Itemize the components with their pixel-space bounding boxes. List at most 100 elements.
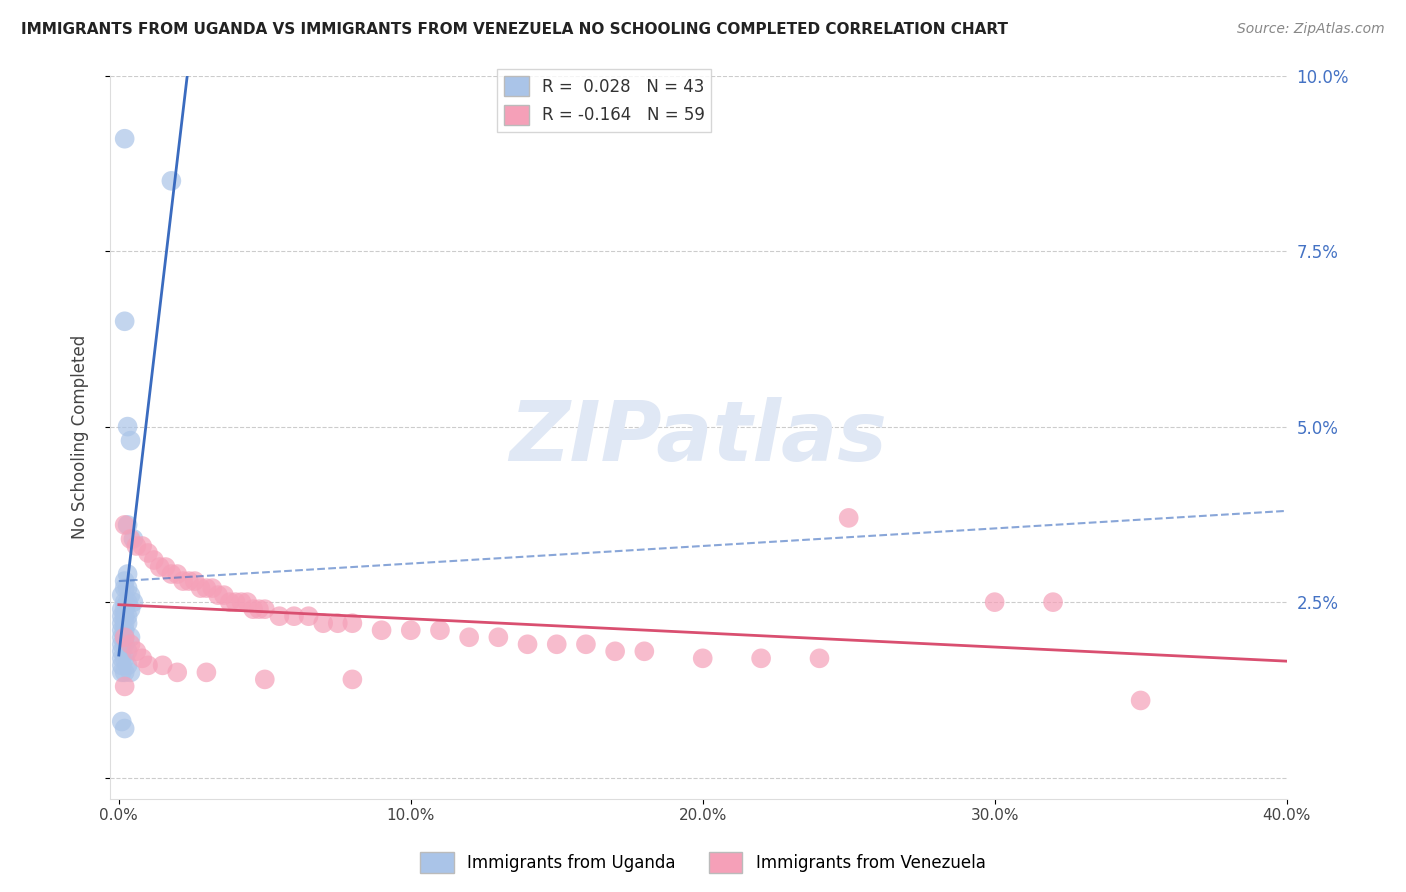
Point bbox=[114, 651, 136, 665]
Point bbox=[172, 574, 194, 588]
Point bbox=[131, 539, 153, 553]
Point bbox=[111, 602, 134, 616]
Point bbox=[114, 630, 136, 644]
Point bbox=[120, 630, 142, 644]
Point bbox=[190, 581, 212, 595]
Point bbox=[120, 588, 142, 602]
Point bbox=[125, 644, 148, 658]
Point bbox=[120, 532, 142, 546]
Point bbox=[429, 624, 451, 638]
Text: Source: ZipAtlas.com: Source: ZipAtlas.com bbox=[1237, 22, 1385, 37]
Point bbox=[114, 132, 136, 146]
Point bbox=[247, 602, 270, 616]
Point bbox=[1129, 693, 1152, 707]
Point bbox=[114, 314, 136, 328]
Point bbox=[184, 574, 207, 588]
Point bbox=[117, 581, 139, 595]
Point bbox=[117, 517, 139, 532]
Point bbox=[458, 630, 481, 644]
Point bbox=[114, 609, 136, 624]
Point bbox=[125, 539, 148, 553]
Point bbox=[111, 714, 134, 729]
Point bbox=[111, 651, 134, 665]
Point bbox=[486, 630, 509, 644]
Point bbox=[114, 574, 136, 588]
Point bbox=[114, 624, 136, 638]
Text: ZIPatlas: ZIPatlas bbox=[509, 397, 887, 477]
Point bbox=[117, 609, 139, 624]
Point bbox=[111, 637, 134, 651]
Point bbox=[297, 609, 319, 624]
Point bbox=[195, 581, 218, 595]
Point bbox=[114, 665, 136, 680]
Point bbox=[117, 658, 139, 673]
Point bbox=[122, 595, 145, 609]
Point bbox=[808, 651, 831, 665]
Point bbox=[117, 616, 139, 631]
Point bbox=[114, 722, 136, 736]
Point bbox=[195, 665, 218, 680]
Point bbox=[269, 609, 291, 624]
Point bbox=[326, 616, 349, 631]
Point bbox=[838, 511, 860, 525]
Point bbox=[149, 560, 172, 574]
Point bbox=[231, 595, 253, 609]
Point bbox=[605, 644, 627, 658]
Legend: Immigrants from Uganda, Immigrants from Venezuela: Immigrants from Uganda, Immigrants from … bbox=[413, 846, 993, 880]
Point bbox=[111, 658, 134, 673]
Point bbox=[207, 588, 229, 602]
Text: IMMIGRANTS FROM UGANDA VS IMMIGRANTS FROM VENEZUELA NO SCHOOLING COMPLETED CORRE: IMMIGRANTS FROM UGANDA VS IMMIGRANTS FRO… bbox=[21, 22, 1008, 37]
Point bbox=[575, 637, 598, 651]
Point bbox=[212, 588, 235, 602]
Point bbox=[177, 574, 200, 588]
Point bbox=[633, 644, 655, 658]
Point bbox=[111, 588, 134, 602]
Y-axis label: No Schooling Completed: No Schooling Completed bbox=[72, 335, 89, 540]
Point bbox=[114, 637, 136, 651]
Point bbox=[370, 624, 392, 638]
Point bbox=[111, 665, 134, 680]
Point bbox=[546, 637, 568, 651]
Point bbox=[136, 658, 159, 673]
Point bbox=[111, 624, 134, 638]
Point bbox=[218, 595, 240, 609]
Point bbox=[983, 595, 1005, 609]
Point bbox=[114, 595, 136, 609]
Point bbox=[114, 581, 136, 595]
Point bbox=[242, 602, 264, 616]
Point bbox=[114, 602, 136, 616]
Point bbox=[516, 637, 538, 651]
Point bbox=[111, 616, 134, 631]
Point bbox=[136, 546, 159, 560]
Point bbox=[142, 553, 165, 567]
Point bbox=[225, 595, 247, 609]
Point bbox=[131, 651, 153, 665]
Point bbox=[253, 673, 276, 687]
Point bbox=[117, 419, 139, 434]
Point bbox=[166, 567, 188, 582]
Point bbox=[399, 624, 422, 638]
Point bbox=[117, 644, 139, 658]
Point bbox=[122, 532, 145, 546]
Point bbox=[117, 567, 139, 582]
Point bbox=[160, 174, 183, 188]
Point bbox=[120, 434, 142, 448]
Point bbox=[114, 616, 136, 631]
Point bbox=[201, 581, 224, 595]
Point bbox=[111, 630, 134, 644]
Point bbox=[236, 595, 259, 609]
Point bbox=[692, 651, 714, 665]
Point bbox=[160, 567, 183, 582]
Point bbox=[120, 602, 142, 616]
Point bbox=[749, 651, 772, 665]
Point bbox=[166, 665, 188, 680]
Point bbox=[155, 560, 177, 574]
Point bbox=[342, 616, 364, 631]
Point bbox=[117, 595, 139, 609]
Point bbox=[111, 609, 134, 624]
Point bbox=[1042, 595, 1064, 609]
Point bbox=[312, 616, 335, 631]
Point bbox=[283, 609, 305, 624]
Point bbox=[120, 665, 142, 680]
Point bbox=[342, 673, 364, 687]
